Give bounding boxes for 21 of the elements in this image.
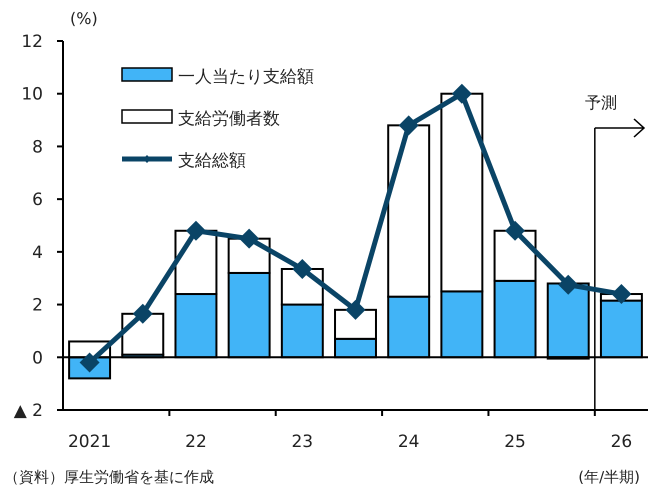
y-tick-label: 8	[32, 137, 43, 158]
x-tick-label: 23	[292, 432, 314, 452]
x-tick-label: 2021	[68, 432, 112, 452]
y-tick-label: 12	[21, 32, 43, 52]
legend-label: 支給総額	[178, 151, 246, 171]
y-tick-label: 0	[32, 348, 43, 368]
text: （資料）厚生労働省を基に作成	[4, 468, 214, 486]
x-axis-title: (年/半期)	[578, 468, 640, 486]
y-tick-label: 2	[32, 296, 43, 316]
x-tick-label: 22	[185, 432, 207, 452]
x-tick-label: 25	[504, 432, 526, 452]
x-tick-label: 26	[610, 432, 632, 452]
legend-label: 一人当たり支給額	[178, 67, 314, 87]
annotation: 予測	[584, 93, 617, 112]
legend-label: 支給労働者数	[178, 109, 280, 129]
y-tick-label: 10	[21, 84, 43, 105]
y-tick-label: 4	[32, 242, 43, 263]
y-tick-label: 6	[32, 190, 43, 210]
x-tick-label: 24	[398, 432, 420, 452]
y-tick-label: ▲ 2	[14, 401, 43, 421]
y-axis-title: (%)	[70, 9, 98, 28]
